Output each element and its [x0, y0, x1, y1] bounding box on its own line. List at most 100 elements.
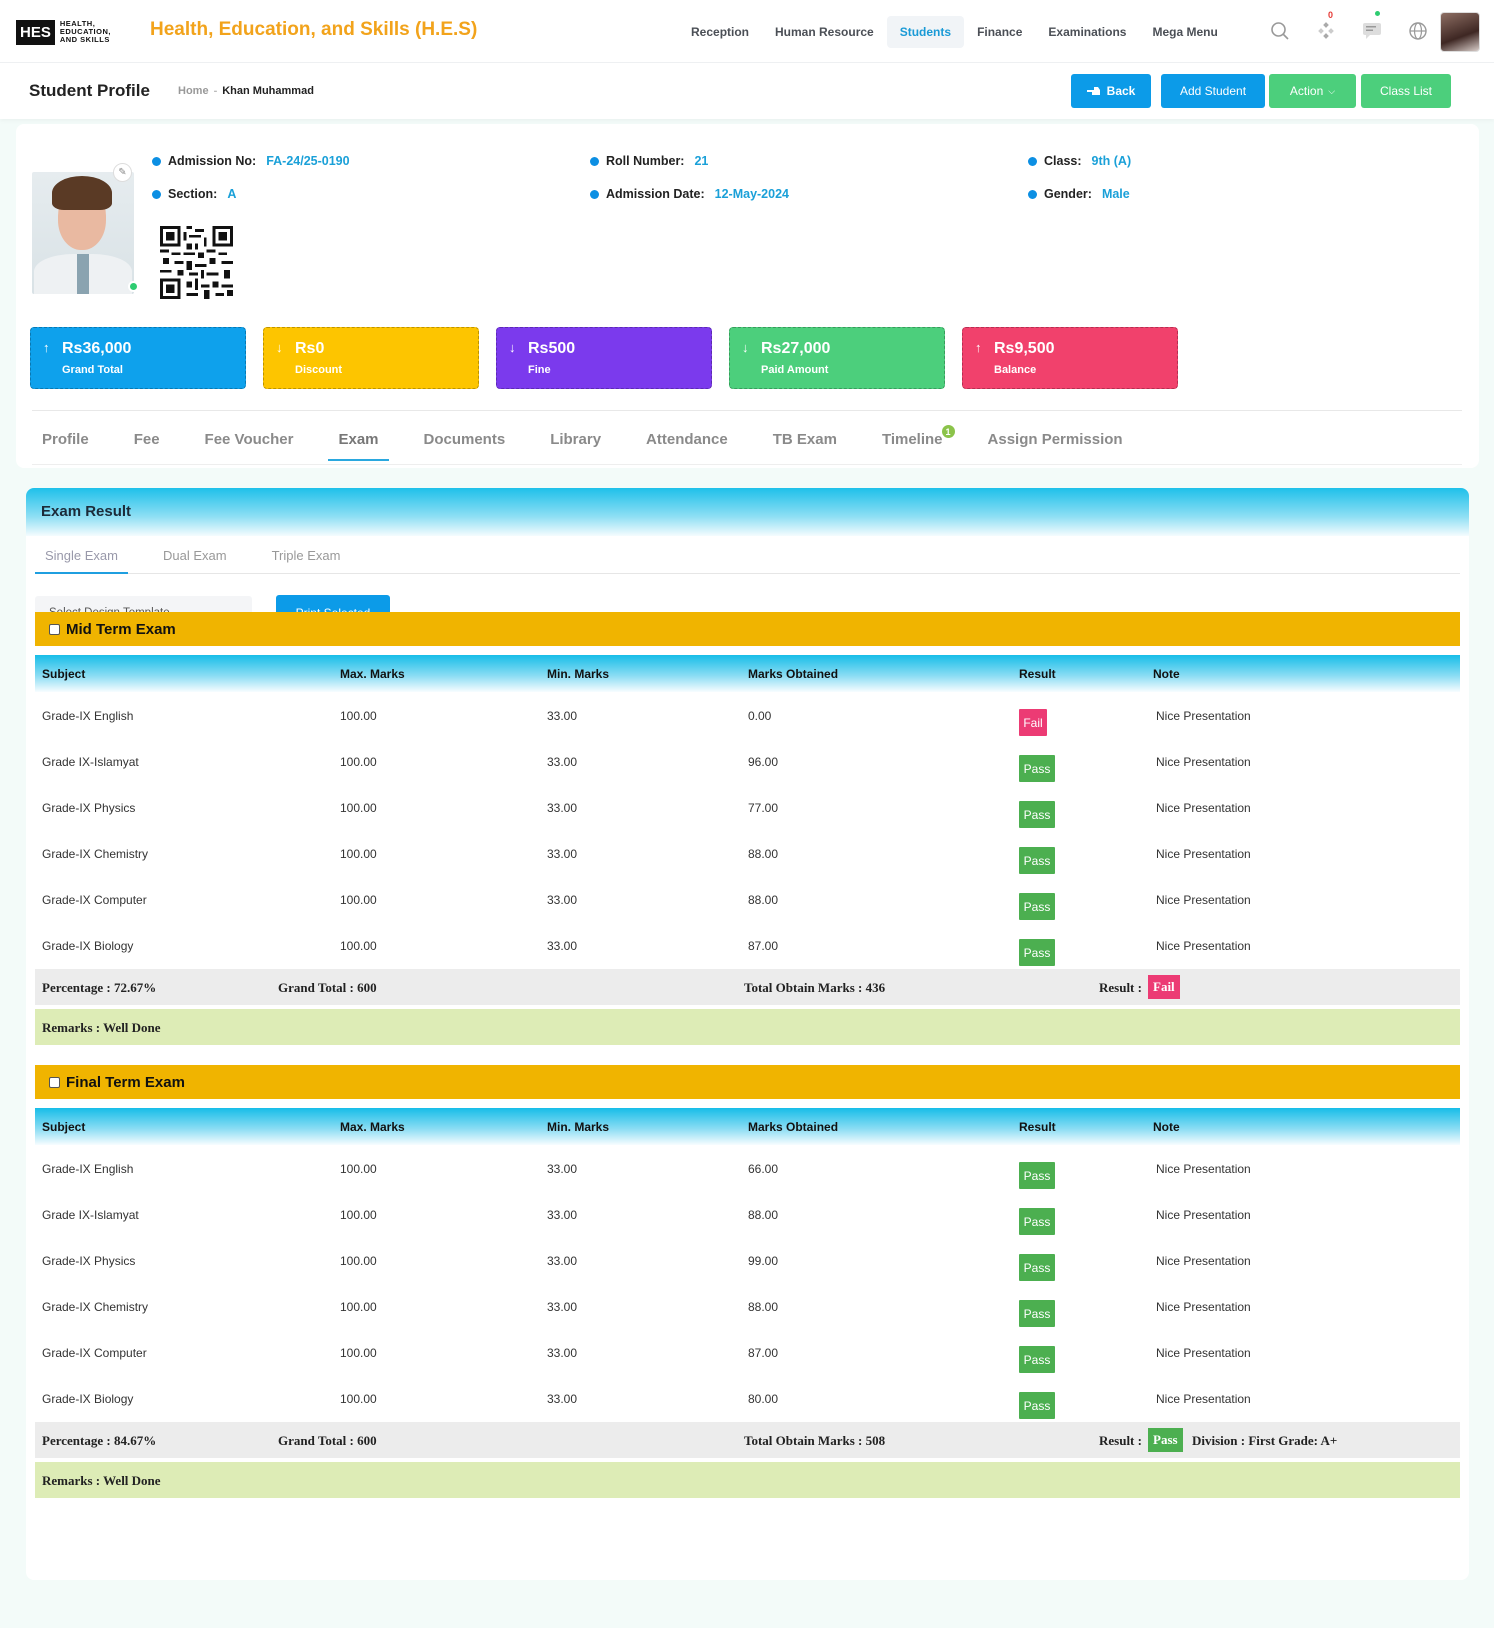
cell-note: Nice Presentation	[1156, 709, 1251, 723]
profile-tabs: Profile Fee Fee Voucher Exam Documents Librar…	[42, 421, 1168, 461]
cell-min: 33.00	[547, 1162, 578, 1176]
cell-note: Nice Presentation	[1156, 893, 1251, 907]
cell-subject: Grade-IX English	[42, 709, 134, 723]
cell-note: Nice Presentation	[1156, 801, 1251, 815]
tab-exam[interactable]: Exam	[328, 421, 389, 461]
balance-card[interactable]: ↑ Rs9,500 Balance	[962, 327, 1178, 389]
overall-result-badge: Fail	[1148, 975, 1180, 999]
action-dropdown-button[interactable]: Action ⌵	[1269, 74, 1356, 108]
column-header: Result	[1019, 1120, 1056, 1134]
add-student-button[interactable]: Add Student	[1161, 74, 1265, 108]
grand-total: Grand Total : 600	[278, 980, 377, 995]
chat-icon[interactable]	[1349, 11, 1395, 48]
table-row: Grade-IX Chemistry 100.00 33.00 88.00 Pass Ni…	[35, 830, 1460, 876]
nav-mega-menu[interactable]: Mega Menu	[1152, 25, 1218, 39]
qr-code-icon	[160, 226, 233, 299]
tab-assign-permission[interactable]: Assign Permission	[987, 431, 1123, 448]
stat-label: Discount	[295, 364, 343, 376]
table-row: Grade-IX Biology 100.00 33.00 87.00 Pass Nice…	[35, 922, 1460, 968]
fine-card[interactable]: ↓ Rs500 Fine	[496, 327, 712, 389]
column-header: Marks Obtained	[748, 667, 839, 681]
nav-reception[interactable]: Reception	[691, 25, 750, 39]
exam-result-card: Exam Result Single Exam Dual Exam Triple E…	[26, 488, 1469, 1580]
grand-total-card[interactable]: ↑ Rs36,000 Grand Total	[30, 327, 246, 389]
subtab-single-exam[interactable]: Single Exam	[35, 538, 128, 574]
exam-section-header: Final Term Exam	[35, 1065, 1460, 1099]
arrow-down-icon: ↓	[509, 340, 516, 355]
result-badge: Pass	[1019, 801, 1055, 828]
table-header: Subject Max. Marks Min. Marks Marks Obtaine…	[35, 655, 1460, 692]
tab-fee[interactable]: Fee	[133, 431, 160, 448]
cell-obtained: 88.00	[748, 893, 779, 907]
table-row: Grade-IX Chemistry 100.00 33.00 88.00 Pass Ni…	[35, 1283, 1460, 1329]
tab-fee-voucher[interactable]: Fee Voucher	[204, 431, 294, 448]
column-header: Subject	[42, 1120, 86, 1134]
nav-human-resource[interactable]: Human Resource	[775, 25, 874, 39]
result-label: Result :	[1099, 980, 1142, 995]
logo-text: HEALTH, EDUCATION, AND SKILLS	[59, 19, 111, 44]
cell-subject: Grade-IX Chemistry	[42, 1300, 149, 1314]
stat-amount: Rs9,500	[994, 340, 1055, 357]
page-title: Student Profile	[29, 81, 150, 100]
tab-library[interactable]: Library	[550, 431, 602, 448]
user-avatar[interactable]	[1440, 12, 1480, 52]
cell-obtained: 87.00	[748, 1346, 779, 1360]
cell-max: 100.00	[340, 1254, 377, 1268]
breadcrumb-home[interactable]: Home	[178, 85, 209, 97]
cell-obtained: 80.00	[748, 1392, 779, 1406]
remarks-text: Remarks : Well Done	[42, 1020, 161, 1035]
cell-subject: Grade-IX Physics	[42, 1254, 136, 1268]
globe-icon[interactable]	[1395, 14, 1441, 48]
breadcrumb-separator: -	[213, 85, 218, 97]
total-obtain-marks: Total Obtain Marks : 508	[744, 1433, 886, 1448]
apps-icon[interactable]: 0	[1303, 10, 1349, 48]
cell-obtained: 88.00	[748, 1300, 779, 1314]
cell-subject: Grade-IX Biology	[42, 1392, 134, 1406]
notification-count: 0	[1328, 10, 1334, 20]
result-badge: Pass	[1019, 1392, 1055, 1419]
cell-note: Nice Presentation	[1156, 939, 1251, 953]
online-status-dot	[128, 281, 139, 292]
tab-documents[interactable]: Documents	[423, 431, 506, 448]
grand-total: Grand Total : 600	[278, 1433, 377, 1448]
table-row: Grade IX-Islamyat 100.00 33.00 96.00 Pass Nic…	[35, 738, 1460, 784]
back-button[interactable]: Back	[1071, 74, 1151, 108]
tab-attendance[interactable]: Attendance	[646, 431, 728, 448]
search-icon[interactable]	[1257, 14, 1303, 48]
subtab-dual-exam[interactable]: Dual Exam	[162, 548, 227, 563]
select-exam-checkbox[interactable]	[49, 623, 60, 635]
tab-tb-exam[interactable]: TB Exam	[772, 431, 837, 448]
discount-card[interactable]: ↓ Rs0 Discount	[263, 327, 479, 389]
class-list-button[interactable]: Class List	[1361, 74, 1451, 108]
cell-min: 33.00	[547, 1300, 578, 1314]
arrow-up-icon: ↑	[975, 340, 982, 355]
subtab-triple-exam[interactable]: Triple Exam	[271, 548, 341, 563]
cell-min: 33.00	[547, 893, 578, 907]
nav-finance[interactable]: Finance	[977, 25, 1023, 39]
nav-students[interactable]: Students	[886, 16, 965, 48]
cell-min: 33.00	[547, 1208, 578, 1222]
exam-summary: Percentage : 72.67% Grand Total : 600 Tota…	[35, 969, 1460, 1005]
cell-obtained: 66.00	[748, 1162, 779, 1176]
tab-timeline[interactable]: Timeline 1	[882, 421, 955, 458]
select-exam-checkbox[interactable]	[49, 1076, 60, 1088]
logo[interactable]: HES HEALTH, EDUCATION, AND SKILLS	[16, 17, 111, 47]
nav-examinations[interactable]: Examinations	[1048, 25, 1127, 39]
tab-profile[interactable]: Profile	[42, 431, 89, 448]
column-header: Max. Marks	[340, 1120, 405, 1134]
roll-number: Roll Number: 21	[590, 154, 708, 168]
cell-note: Nice Presentation	[1156, 1346, 1251, 1360]
cell-max: 100.00	[340, 755, 377, 769]
result-badge: Fail	[1019, 709, 1047, 736]
cell-obtained: 87.00	[748, 939, 779, 953]
table-row: Grade-IX English 100.00 33.00 0.00 Fail Nice …	[35, 692, 1460, 738]
table-row: Grade IX-Islamyat 100.00 33.00 88.00 Pass Nic…	[35, 1191, 1460, 1237]
edit-photo-icon[interactable]: ✎	[113, 163, 132, 182]
result-badge: Pass	[1019, 893, 1055, 920]
result-badge: Pass	[1019, 755, 1055, 782]
cell-max: 100.00	[340, 893, 377, 907]
cell-min: 33.00	[547, 939, 578, 953]
paid-amount-card[interactable]: ↓ Rs27,000 Paid Amount	[729, 327, 945, 389]
timeline-badge: 1	[941, 425, 955, 438]
cell-obtained: 96.00	[748, 755, 779, 769]
